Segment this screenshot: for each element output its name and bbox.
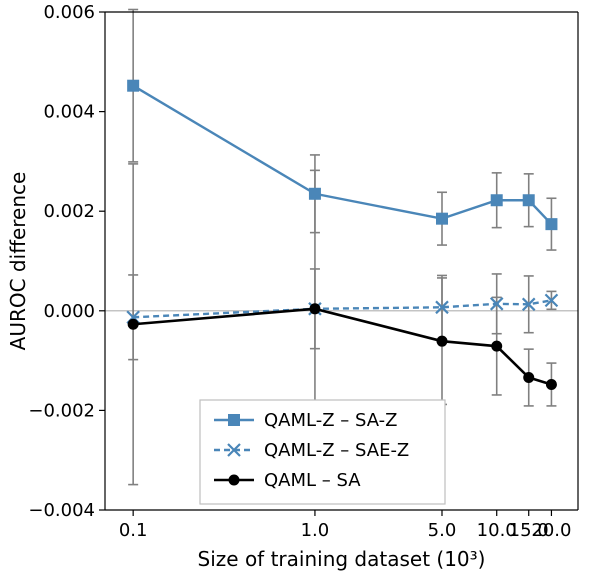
y-tick-label: −0.002 xyxy=(28,400,95,421)
y-tick-label: 0.002 xyxy=(43,201,95,222)
marker-circle xyxy=(128,319,138,329)
auroc-difference-chart: 0.11.05.010.015.020.0Size of training da… xyxy=(0,0,590,584)
y-tick-label: 0.006 xyxy=(43,2,95,23)
marker-square xyxy=(491,195,502,206)
marker-square xyxy=(229,415,240,426)
marker-circle xyxy=(546,380,556,390)
x-tick-label: 1.0 xyxy=(301,520,330,541)
legend-item-label: QAML – SA xyxy=(264,470,361,491)
legend-item-label: QAML-Z – SAE-Z xyxy=(264,440,409,461)
legend-item-label: QAML-Z – SA-Z xyxy=(264,410,398,431)
marker-square xyxy=(128,80,139,91)
x-axis-label: Size of training dataset (10³) xyxy=(198,547,486,571)
marker-circle xyxy=(229,475,239,485)
marker-square xyxy=(436,213,447,224)
y-tick-label: 0.000 xyxy=(43,301,95,322)
x-tick-label: 0.1 xyxy=(119,520,148,541)
marker-square xyxy=(546,219,557,230)
marker-square xyxy=(523,195,534,206)
marker-square xyxy=(309,188,320,199)
x-tick-label: 20.0 xyxy=(531,520,571,541)
marker-circle xyxy=(492,341,502,351)
x-tick-label: 5.0 xyxy=(428,520,457,541)
y-tick-label: −0.004 xyxy=(28,500,95,521)
marker-circle xyxy=(310,304,320,314)
legend: QAML-Z – SA-Z QAML-Z – SAE-Z QAML – SA xyxy=(200,400,445,504)
y-axis-label: AUROC difference xyxy=(6,172,30,351)
marker-circle xyxy=(524,373,534,383)
y-tick-label: 0.004 xyxy=(43,102,95,123)
chart-svg: 0.11.05.010.015.020.0Size of training da… xyxy=(0,0,590,584)
marker-circle xyxy=(437,336,447,346)
